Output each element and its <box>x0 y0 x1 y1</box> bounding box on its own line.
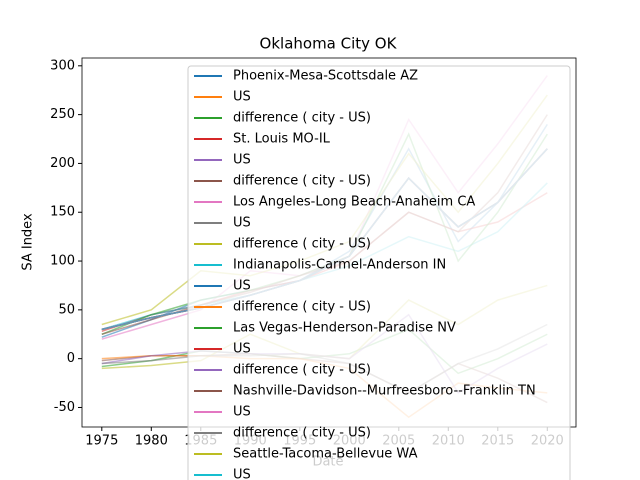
legend-label: Los Angeles-Long Beach-Anaheim CA <box>233 195 475 210</box>
legend-label: US <box>233 216 251 231</box>
y-tick-label: 250 <box>50 107 75 122</box>
legend-box <box>187 65 571 480</box>
x-tick-label: 1980 <box>135 434 168 449</box>
legend-label: Seattle-Tacoma-Bellevue WA <box>233 447 418 462</box>
y-tick-label: 50 <box>58 302 75 317</box>
legend-label: US <box>233 468 251 480</box>
legend-label: US <box>233 342 251 357</box>
legend-label: St. Louis MO-IL <box>233 132 331 147</box>
chart-title: Oklahoma City OK <box>260 35 398 53</box>
x-tick-label: 1975 <box>85 434 118 449</box>
legend-label: Phoenix-Mesa-Scottsdale AZ <box>233 69 418 84</box>
legend-label: difference ( city - US) <box>233 111 371 126</box>
y-tick-label: -50 <box>54 400 75 415</box>
legend-label: Las Vegas-Henderson-Paradise NV <box>233 321 456 336</box>
legend-label: Nashville-Davidson--Murfreesboro--Frankl… <box>233 384 536 399</box>
legend-label: difference ( city - US) <box>233 174 371 189</box>
y-tick-label: 200 <box>50 156 75 171</box>
y-tick-label: 100 <box>50 254 75 269</box>
legend-label: US <box>233 153 251 168</box>
legend-label: difference ( city - US) <box>233 300 371 315</box>
y-tick-label: 0 <box>67 351 75 366</box>
legend-label: US <box>233 405 251 420</box>
legend: Phoenix-Mesa-Scottsdale AZ US difference (… <box>187 65 571 480</box>
legend-label: Indianapolis-Carmel-Anderson IN <box>233 258 446 273</box>
legend-label: difference ( city - US) <box>233 363 371 378</box>
y-axis-label: SA Index <box>21 213 36 271</box>
legend-label: US <box>233 279 251 294</box>
y-tick-label: 300 <box>50 58 75 73</box>
legend-label: US <box>233 90 251 105</box>
legend-label: difference ( city - US) <box>233 426 371 441</box>
legend-label: difference ( city - US) <box>233 237 371 252</box>
y-tick-label: 150 <box>50 205 75 220</box>
